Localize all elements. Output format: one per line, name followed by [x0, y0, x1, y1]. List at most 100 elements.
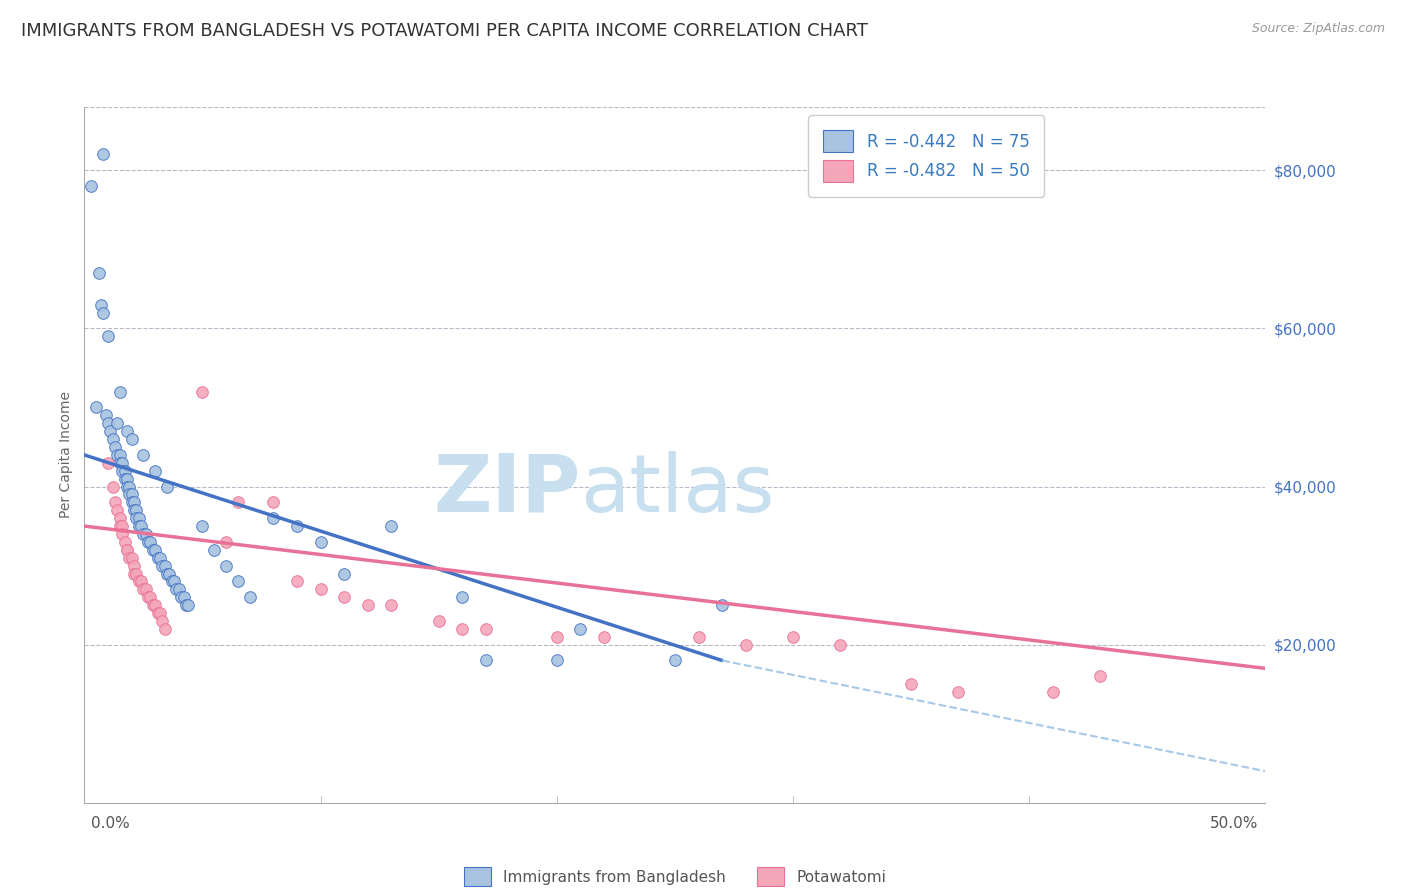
Point: [734, 638, 756, 652]
Point: [122, 566, 145, 581]
Point: [333, 591, 356, 605]
Point: [107, 417, 129, 431]
Point: [125, 511, 148, 525]
Point: [87, 266, 110, 280]
Point: [128, 511, 150, 525]
Point: [139, 591, 162, 605]
Point: [150, 558, 173, 573]
Point: [118, 550, 141, 565]
Point: [111, 456, 134, 470]
Point: [129, 574, 152, 589]
Point: [226, 574, 249, 589]
Text: Source: ZipAtlas.com: Source: ZipAtlas.com: [1251, 22, 1385, 36]
Point: [108, 384, 131, 399]
Point: [475, 653, 498, 667]
Y-axis label: Per Capita Income: Per Capita Income: [59, 392, 73, 518]
Point: [143, 464, 166, 478]
Point: [202, 542, 225, 557]
Point: [128, 519, 150, 533]
Text: ZIP: ZIP: [433, 450, 581, 529]
Point: [153, 558, 176, 573]
Point: [111, 464, 134, 478]
Point: [166, 582, 188, 597]
Point: [239, 591, 262, 605]
Point: [118, 487, 141, 501]
Point: [191, 384, 214, 399]
Point: [1042, 685, 1064, 699]
Point: [108, 448, 131, 462]
Point: [782, 630, 804, 644]
Point: [170, 591, 193, 605]
Point: [380, 519, 402, 533]
Point: [98, 424, 121, 438]
Point: [132, 527, 155, 541]
Point: [80, 179, 103, 194]
Point: [309, 582, 332, 597]
Point: [97, 456, 120, 470]
Point: [122, 558, 145, 573]
Text: atlas: atlas: [581, 450, 775, 529]
Point: [262, 511, 284, 525]
Point: [163, 574, 186, 589]
Point: [135, 527, 157, 541]
Point: [569, 622, 592, 636]
Point: [285, 574, 308, 589]
Point: [215, 535, 238, 549]
Point: [132, 582, 155, 597]
Point: [108, 519, 131, 533]
Point: [111, 527, 134, 541]
Point: [380, 598, 402, 612]
Point: [333, 566, 356, 581]
Point: [135, 582, 157, 597]
Point: [114, 472, 136, 486]
Point: [129, 519, 152, 533]
Point: [215, 558, 238, 573]
Point: [115, 542, 138, 557]
Point: [107, 448, 129, 462]
Point: [125, 566, 148, 581]
Point: [149, 606, 172, 620]
Point: [546, 653, 568, 667]
Point: [115, 542, 138, 557]
Point: [174, 598, 197, 612]
Point: [177, 598, 200, 612]
Point: [114, 464, 136, 478]
Point: [451, 591, 474, 605]
Point: [139, 535, 162, 549]
Point: [107, 503, 129, 517]
Point: [94, 409, 117, 423]
Point: [173, 591, 195, 605]
Point: [136, 591, 159, 605]
Point: [357, 598, 380, 612]
Point: [121, 550, 143, 565]
Point: [104, 495, 127, 509]
Point: [900, 677, 922, 691]
Point: [101, 432, 124, 446]
Point: [111, 519, 134, 533]
Point: [830, 638, 852, 652]
Text: 0.0%: 0.0%: [91, 816, 131, 831]
Point: [150, 614, 173, 628]
Point: [664, 653, 686, 667]
Point: [97, 329, 120, 343]
Point: [262, 495, 284, 509]
Point: [84, 401, 107, 415]
Point: [114, 535, 136, 549]
Point: [121, 432, 143, 446]
Point: [121, 495, 143, 509]
Text: 50.0%: 50.0%: [1211, 816, 1258, 831]
Point: [143, 542, 166, 557]
Point: [115, 472, 138, 486]
Point: [143, 598, 166, 612]
Text: IMMIGRANTS FROM BANGLADESH VS POTAWATOMI PER CAPITA INCOME CORRELATION CHART: IMMIGRANTS FROM BANGLADESH VS POTAWATOMI…: [21, 22, 868, 40]
Point: [546, 630, 568, 644]
Point: [104, 440, 127, 454]
Point: [125, 503, 148, 517]
Point: [1088, 669, 1111, 683]
Point: [108, 511, 131, 525]
Point: [115, 479, 138, 493]
Point: [285, 519, 308, 533]
Point: [121, 487, 143, 501]
Point: [132, 448, 155, 462]
Point: [146, 606, 169, 620]
